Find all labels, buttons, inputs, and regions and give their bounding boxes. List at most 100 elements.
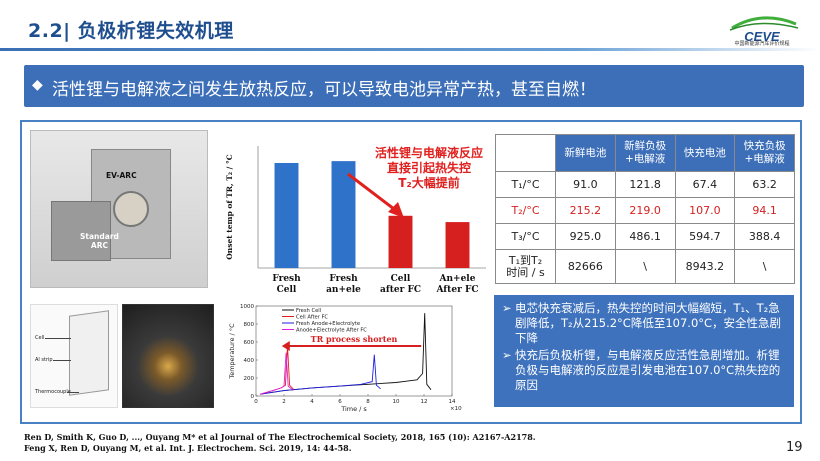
table-row-label: T₂/°C — [495, 197, 556, 224]
table-header-cell: 新鲜电池 — [555, 134, 616, 172]
line-series-4 — [260, 352, 293, 395]
al-strip-label: Al strip — [35, 357, 53, 363]
title-underline — [0, 48, 820, 51]
table-cell: 67.4 — [674, 171, 736, 198]
ceve-logo-icon: CEVE — [729, 16, 799, 44]
table-cell: 121.8 — [614, 171, 676, 198]
bar-category-label: an+ele — [326, 285, 361, 295]
legend-label: Anode+Electrolyte After FC — [296, 328, 367, 334]
table-header-row: 新鲜电池 新鲜负极 +电解液 快充电池 快充负极 +电解液 — [495, 134, 795, 172]
table-cell: 388.4 — [734, 223, 795, 250]
standard-arc-unit — [51, 201, 111, 261]
bar-category-label: Cell — [277, 285, 297, 295]
annotation-arrow-head-icon — [388, 202, 404, 218]
chevron-right-icon: ➢ — [502, 301, 512, 315]
table-cell: 486.1 — [614, 223, 676, 250]
references: Ren D, Smith K, Guo D, ..., Ouyang M* et… — [24, 432, 536, 454]
reference-1: Ren D, Smith K, Guo D, ..., Ouyang M* et… — [24, 432, 536, 442]
table-cell: 215.2 — [555, 197, 616, 224]
tr-shorten-label: TR process shorten — [311, 334, 398, 344]
line-y-axis-label: Temperature / °C — [228, 323, 236, 380]
line-series-3 — [260, 354, 381, 395]
table-cell: \ — [734, 249, 795, 284]
y-tick-label: 1000 — [240, 304, 254, 310]
legend-label: Fresh Cell — [296, 308, 321, 314]
cell-label: Cell — [35, 335, 45, 341]
x-tick-label: 2 — [282, 399, 286, 405]
bar-annotation-line2: 直接引起热失控 — [386, 161, 471, 175]
bar-category-label: Cell — [391, 274, 411, 284]
tr-shorten-arrow-head-icon — [281, 341, 290, 351]
page-number: 19 — [786, 440, 803, 455]
legend-label: Cell After FC — [296, 315, 328, 321]
note-item: ➢ 电芯快充衰减后，热失控的时间大幅缩短，T₁、T₂急剧降低，T₂从215.2°C… — [502, 301, 786, 346]
bar-category-label: after FC — [380, 285, 421, 295]
arc-apparatus-photo — [30, 130, 208, 288]
table-header-cell: 快充电池 — [674, 134, 736, 172]
table-cell: 94.1 — [734, 197, 795, 224]
diamond-bullet-icon: ◆ — [32, 77, 43, 93]
table-row: T₁到T₂ 时间 / s 82666 \ 8943.2 \ — [495, 249, 795, 284]
bar-annotation-line3: T₂大幅提前 — [398, 176, 460, 190]
al-strip-leader-line — [53, 360, 71, 361]
x-tick-label: 12 — [421, 399, 428, 405]
bar-1 — [274, 162, 299, 268]
bar-category-label: After FC — [435, 285, 478, 295]
bar-category-label: Fresh — [272, 274, 301, 284]
reference-2: Feng X, Ren D, Ouyang M, et al. Int. J. … — [24, 443, 352, 453]
note-item: ➢ 快充后负极析锂，与电解液反应活性急剧增加。析锂负极与电解液的反应是引发电池在1… — [502, 348, 786, 393]
temperature-data-table: 新鲜电池 新鲜负极 +电解液 快充电池 快充负极 +电解液 T₁/°C 91.0 121.8 67… — [495, 134, 795, 284]
conclusion-notes: ➢ 电芯快充衰减后，热失控的时间大幅缩短，T₁、T₂急剧降低，T₂从215.2°C… — [494, 295, 794, 407]
logo-text: CEVE — [744, 29, 780, 44]
y-tick-label: 0 — [251, 394, 255, 400]
x-multiplier-label: ×10⁴ — [450, 405, 462, 412]
chevron-right-icon: ➢ — [502, 348, 512, 362]
table-row: T₂/°C 215.2 219.0 107.0 94.1 — [495, 197, 795, 224]
table-row: T₃/°C 925.0 486.1 594.7 388.4 — [495, 223, 795, 250]
bar-annotation-line1: 活性锂与电解液反应 — [374, 146, 483, 160]
chamber-window — [113, 191, 149, 227]
table-cell: 91.0 — [555, 171, 616, 198]
bar-2 — [331, 161, 356, 268]
headline-banner: ◆ 活性锂与电解液之间发生放热反应，可以导致电池异常产热，甚至自燃！ — [24, 65, 804, 107]
thermocouple-label: Thermocouple — [35, 389, 71, 395]
standard-arc-label: Standard ARC — [80, 232, 119, 250]
table-cell: 594.7 — [674, 223, 736, 250]
onset-temp-bar-chart: Onset temp of TR, T₂ / °CFreshCellFresha… — [225, 146, 486, 295]
bar-category-label: Fresh — [329, 274, 358, 284]
table-cell: 63.2 — [734, 171, 795, 198]
line-plot-area — [255, 305, 453, 397]
x-tick-label: 10 — [393, 399, 400, 405]
table-cell: 219.0 — [614, 197, 676, 224]
table-row-label: T₁/°C — [495, 171, 556, 198]
table-header-cell: 快充负极 +电解液 — [734, 134, 795, 172]
table-cell: \ — [614, 249, 676, 284]
table-cell: 8943.2 — [674, 249, 736, 284]
headline-text: 活性锂与电解液之间发生放热反应，可以导致电池异常产热，甚至自燃！ — [52, 80, 596, 100]
x-tick-label: 6 — [338, 399, 342, 405]
table-cell: 925.0 — [555, 223, 616, 250]
cell-diagram-photo: Cell Al strip Thermocouple — [30, 304, 118, 408]
y-tick-label: 400 — [244, 358, 255, 364]
x-tick-label: 0 — [254, 399, 258, 405]
annotation-arrow-shaft — [347, 172, 399, 214]
table-cell: 82666 — [555, 249, 616, 284]
thermocouple-leader-line — [67, 392, 79, 393]
table-row-label: T₃/°C — [495, 223, 556, 250]
pouch-cell — [69, 310, 109, 396]
table-row: T₁/°C 91.0 121.8 67.4 63.2 — [495, 171, 795, 198]
legend-label: Fresh Anode+Electrolyte — [296, 321, 360, 327]
y-tick-label: 800 — [244, 322, 255, 328]
standard-arc-label-line1: Standard — [80, 232, 119, 241]
y-tick-label: 200 — [244, 376, 255, 382]
slide-title: 2.2| 负极析锂失效机理 — [28, 20, 234, 42]
bar-chart-annotation: 活性锂与电解液反应 直接引起热失控 T₂大幅提前 — [354, 146, 504, 191]
x-tick-label: 4 — [310, 399, 314, 405]
burnt-cell-chamber-photo — [122, 304, 214, 408]
logo-subtext: 中国新能源汽车评价规程 — [734, 41, 790, 47]
table-row-label: T₁到T₂ 时间 / s — [495, 249, 556, 284]
table-header-cell: 新鲜负极 +电解液 — [614, 134, 676, 172]
cell-leader-line — [45, 338, 71, 339]
ev-arc-label: EV-ARC — [106, 171, 137, 180]
